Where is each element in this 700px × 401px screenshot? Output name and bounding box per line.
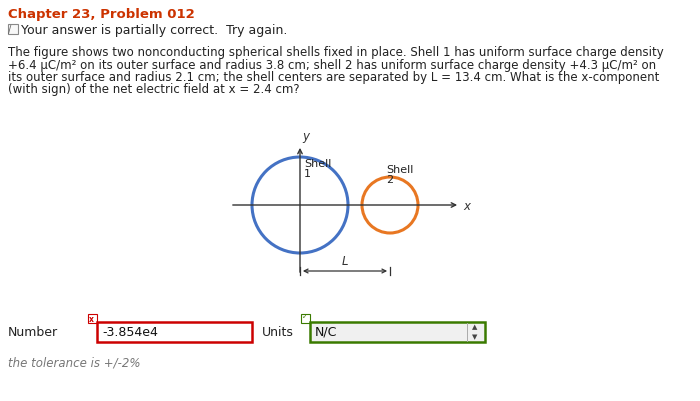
Text: Units: Units	[262, 326, 294, 338]
Text: $L$: $L$	[341, 255, 349, 268]
Text: ▲: ▲	[473, 324, 477, 330]
Text: ✓: ✓	[302, 314, 307, 320]
Text: y: y	[302, 130, 309, 143]
Text: Chapter 23, Problem 012: Chapter 23, Problem 012	[8, 8, 195, 21]
Bar	[301, 314, 310, 323]
Text: Shell: Shell	[304, 159, 331, 169]
Bar	[310, 322, 485, 342]
Text: ▼: ▼	[473, 334, 477, 340]
Text: x: x	[463, 200, 470, 213]
Text: Number: Number	[8, 326, 58, 338]
Text: its outer surface and radius 2.1 cm; the shell centers are separated by L = 13.4: its outer surface and radius 2.1 cm; the…	[8, 71, 659, 84]
Bar	[97, 322, 252, 342]
Text: 1: 1	[304, 169, 311, 179]
Text: x: x	[88, 314, 93, 324]
Text: Shell: Shell	[386, 165, 414, 175]
Text: N/C: N/C	[315, 326, 337, 338]
Bar	[88, 314, 97, 323]
Text: the tolerance is +/-2%: the tolerance is +/-2%	[8, 356, 141, 369]
Text: Your answer is partially correct.  Try again.: Your answer is partially correct. Try ag…	[21, 24, 288, 37]
Text: The figure shows two nonconducting spherical shells fixed in place. Shell 1 has : The figure shows two nonconducting spher…	[8, 46, 664, 59]
Text: (with sign) of the net electric field at x = 2.4 cm?: (with sign) of the net electric field at…	[8, 83, 300, 97]
Text: /: /	[8, 24, 12, 34]
Text: +6.4 μC/m² on its outer surface and radius 3.8 cm; shell 2 has uniform surface c: +6.4 μC/m² on its outer surface and radi…	[8, 59, 656, 71]
Text: -3.854e4: -3.854e4	[102, 326, 158, 338]
Bar	[8, 24, 18, 34]
Text: 2: 2	[386, 175, 393, 185]
